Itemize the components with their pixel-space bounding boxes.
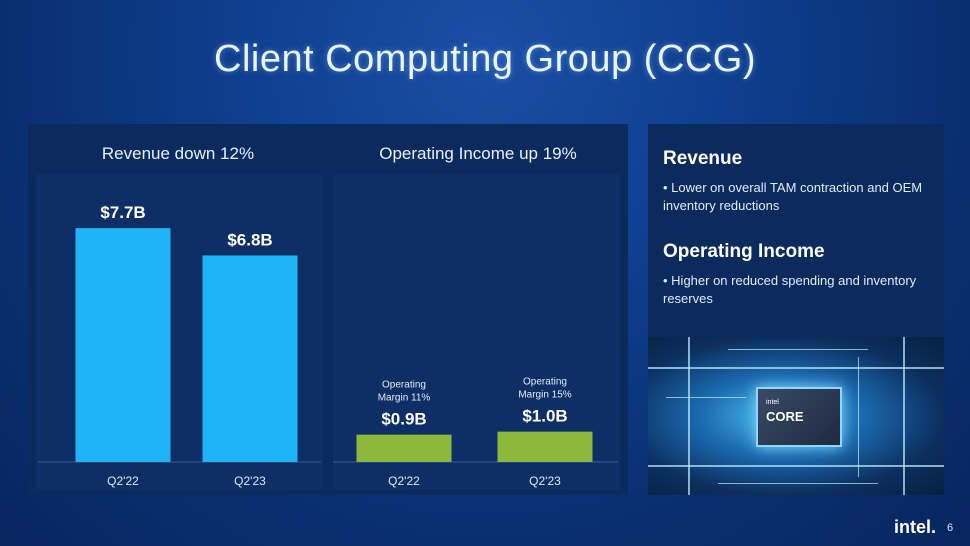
data-label-0-1: $6.8B (227, 230, 272, 249)
annotation-1-0-1: Margin 11% (378, 393, 431, 404)
charts-svg: $7.7B Q2'22 $6.8B Q2'23 $0.9B Q2'22 Operating M… (38, 203, 618, 488)
bar-1-0 (356, 434, 452, 462)
charts-panel: Revenue down 12% Operating Income up 19%… (28, 124, 628, 495)
tick-label-1-1: Q2'23 (529, 474, 561, 488)
revenue-heading: Revenue (663, 148, 743, 169)
chip-core-label: CORE (766, 409, 804, 424)
annotation-1-1-0: Operating (523, 377, 567, 388)
income-bullet: • Higher on reduced spending and invento… (663, 273, 917, 306)
data-label-0-0: $7.7B (100, 203, 145, 222)
bar-0-0 (75, 228, 171, 462)
bar-1-1 (497, 431, 593, 462)
data-label-1-0: $0.9B (381, 410, 426, 429)
tick-label-0-1: Q2'23 (234, 474, 266, 488)
income-chart-title: Operating Income up 19% (379, 144, 577, 163)
revenue-chart-title: Revenue down 12% (101, 144, 255, 163)
data-label-1-1: $1.0B (522, 407, 567, 426)
intel-logo: intel. (894, 517, 937, 537)
tick-label-1-0: Q2'22 (388, 474, 420, 488)
slide-title: Client Computing Group (CCG) (214, 38, 756, 80)
income-heading: Operating Income (663, 241, 825, 262)
page-number: 6 (947, 522, 954, 534)
annotation-1-1-1: Margin 15% (518, 390, 571, 401)
core-chip: intel CORE (756, 387, 842, 447)
processor-image: intel CORE (648, 337, 944, 495)
tick-label-0-0: Q2'22 (107, 474, 139, 488)
revenue-bullet: • Lower on overall TAM contraction and O… (663, 180, 923, 213)
annotation-1-0-0: Operating (382, 380, 426, 391)
chip-brand: intel (766, 399, 779, 406)
bar-0-1 (202, 255, 298, 462)
